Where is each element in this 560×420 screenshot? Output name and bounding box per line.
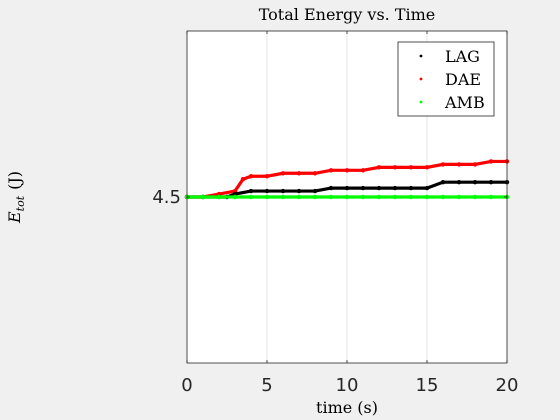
x-tick-labels: 0 5 10 15 20 xyxy=(181,375,518,396)
x-tick-label: 15 xyxy=(416,375,439,396)
chart-title: Total Energy vs. Time xyxy=(259,5,436,24)
y-axis-label-sub: tot xyxy=(14,195,27,211)
x-tick-label: 10 xyxy=(336,375,359,396)
series-band xyxy=(187,159,507,199)
legend-marker-dae xyxy=(419,77,423,81)
legend-label-amb: AMB xyxy=(444,93,485,112)
legend-label-dae: DAE xyxy=(445,70,481,89)
y-tick-label: 4.5 xyxy=(152,187,181,208)
y-axis-label-main: E xyxy=(5,211,24,224)
y-axis-label-unit: (J) xyxy=(5,171,24,190)
data-points xyxy=(184,159,510,200)
series-amb xyxy=(184,194,510,200)
x-tick-label: 5 xyxy=(261,375,272,396)
legend-label-lag: LAG xyxy=(445,47,480,66)
x-tick-label: 20 xyxy=(496,375,519,396)
legend-box xyxy=(397,41,495,117)
legend-marker-amb xyxy=(419,100,423,104)
y-tick-labels: 4.49999999999964.49999999999984.54.50000… xyxy=(152,187,181,208)
x-tick-label: 0 xyxy=(181,375,192,396)
x-axis-label: time (s) xyxy=(316,398,378,417)
y-axis-label: Etot (J) xyxy=(5,171,27,224)
ticks xyxy=(186,31,508,363)
legend: LAG DAE AMB xyxy=(397,41,495,117)
legend-marker-lag xyxy=(419,54,423,58)
